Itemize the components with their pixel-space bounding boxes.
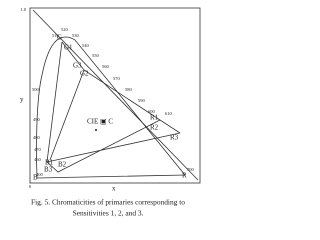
primary-label: B1: [45, 159, 54, 167]
wavelength-label: 520: [61, 27, 69, 32]
wavelength-label: 570: [113, 76, 121, 81]
wavelength-label: 560: [102, 64, 110, 69]
figure: 1.0 0 y x CIE ▣ C Fig. 5. Chromaticities…: [20, 7, 201, 218]
y-top: 1.0: [20, 7, 26, 12]
primary-label: B3: [44, 166, 53, 174]
spectral-locus: [36, 36, 186, 179]
wavelength-label: 530: [72, 33, 80, 38]
wavelength-label: 480: [33, 135, 41, 140]
wavelength-label: 540: [82, 43, 90, 48]
primary-triangles: [46, 41, 181, 173]
white-point: [95, 129, 97, 131]
primary-label: G2: [80, 70, 89, 78]
wavelength-label: 490: [33, 117, 41, 122]
wavelength-label: 470: [34, 147, 42, 152]
primary-label: R: [182, 172, 187, 180]
primary-label: R3: [170, 134, 179, 142]
primary-label: R2: [150, 124, 159, 132]
white-point-label: CIE ▣ C: [87, 118, 113, 126]
y-label: y: [20, 96, 24, 104]
caption-line: Fig. 5. Chromaticities of primaries corr…: [31, 198, 185, 207]
wavelength-label: 550: [92, 53, 100, 58]
wavelength-label: 460: [34, 157, 42, 162]
primary-label: B2: [58, 161, 67, 169]
plot-frame: [29, 7, 201, 184]
wavelength-label: 500: [32, 87, 40, 92]
primary-label: G: [57, 34, 62, 42]
wavelength-label: 600: [148, 109, 156, 114]
wavelength-label: 700: [187, 167, 195, 172]
diagonal: [32, 9, 199, 181]
wavelength-label: 590: [138, 98, 146, 103]
primary-label: G1: [64, 44, 73, 52]
wavelength-label: 400: [36, 172, 44, 177]
wavelength-label: 510: [52, 33, 60, 38]
wavelength-label: 610: [165, 111, 173, 116]
primary-label: R1: [150, 114, 159, 122]
wavelength-label: 580: [125, 87, 133, 92]
x-label: x: [112, 185, 116, 193]
caption-line: Sensitivities 1, 2, and 3.: [73, 209, 144, 218]
primary-label: B: [33, 174, 38, 182]
origin: 0: [29, 184, 32, 189]
primary-label: G3: [73, 62, 82, 70]
